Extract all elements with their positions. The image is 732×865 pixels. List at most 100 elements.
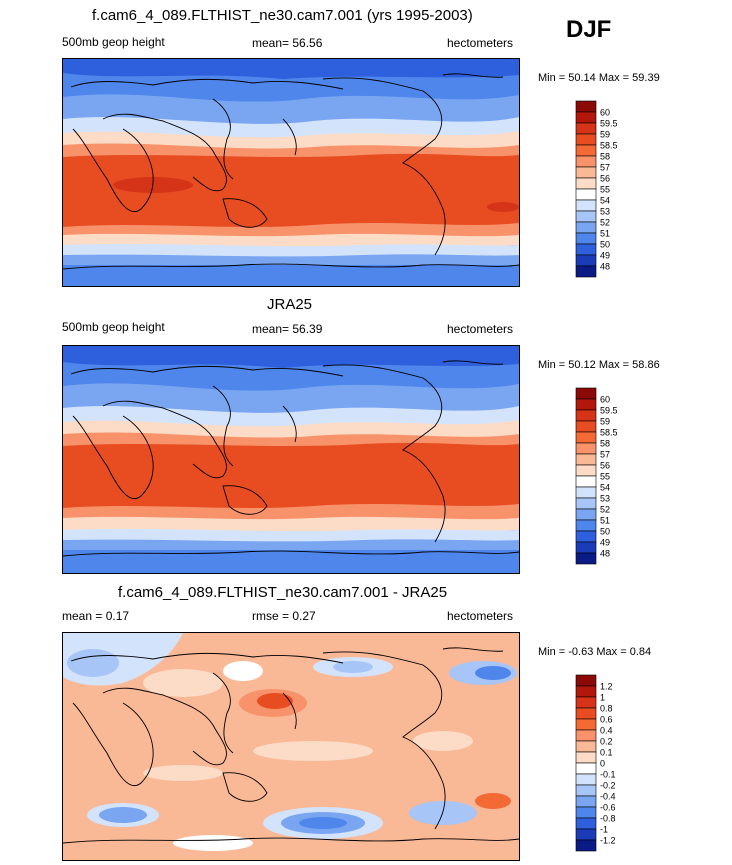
colorbar-swatch [575,188,597,201]
colorbar-tick-label: 58 [600,152,610,162]
colorbar-swatch [575,254,597,267]
colorbar-swatch [575,199,597,212]
colorbar-tick-label: 59 [600,417,610,427]
colorbar-swatch [575,817,597,830]
panel-1-variable-label: 500mb geop height [62,35,165,49]
panel-2-units-label: hectometers [447,322,514,336]
colorbar-tick-label: 51 [600,516,610,526]
colorbar-tick-label: 57 [600,163,610,173]
colorbar-swatch [575,232,597,245]
colorbar-swatch [575,696,597,709]
colorbar-swatch [575,475,597,488]
colorbar-swatch [575,497,597,510]
colorbar-tick-label: 52 [600,218,610,228]
colorbar-tick-label: -0.6 [600,803,616,813]
colorbar-tick-label: 54 [600,483,610,493]
colorbar-swatch [575,839,597,852]
colorbar-tick-label: 0.1 [600,748,613,758]
colorbar-tick-label: 59.5 [600,119,618,129]
colorbar-tick-label: 59.5 [600,406,618,416]
colorbar-swatch [575,409,597,422]
panel-2-colorbar: 60 59.5 59 58.5 58 57 56 55 54 53 52 51 50 49 48 [575,387,618,569]
colorbar-swatch [575,762,597,775]
colorbar-tick-label: 0.8 [600,704,613,714]
colorbar-tick-label: 60 [600,395,610,405]
colorbar-tick-label: 55 [600,185,610,195]
colorbar-swatch [575,519,597,532]
colorbar-tick-label: 58.5 [600,141,618,151]
panel-2-map [62,345,520,574]
colorbar-tick-label: 50 [600,527,610,537]
colorbar-swatch [575,718,597,731]
panel-2-mean-label: mean= 56.39 [252,322,323,336]
colorbar-tick-label: 58.5 [600,428,618,438]
panel-2-title: JRA25 [267,296,313,313]
colorbar-tick-label: 0.6 [600,715,613,725]
colorbar-tick-label: 53 [600,207,610,217]
colorbar-swatch [575,784,597,797]
colorbar-swatch [575,398,597,411]
colorbar-tick-label: 53 [600,494,610,504]
colorbar-swatch [575,674,597,687]
colorbar-tick-label: 59 [600,130,610,140]
colorbar-tick-label: -1 [600,825,608,835]
colorbar-tick-label: 0 [600,759,605,769]
colorbar-swatch [575,387,597,400]
colorbar-tick-label: -0.4 [600,792,616,802]
colorbar-tick-label: -0.8 [600,814,616,824]
colorbar-tick-label: 56 [600,461,610,471]
colorbar-swatch [575,210,597,223]
colorbar-swatch [575,795,597,808]
panel-3-map [62,632,520,861]
colorbar-tick-label: 1 [600,693,605,703]
colorbar-swatch [575,828,597,841]
colorbar-tick-label: 50 [600,240,610,250]
season-label: DJF [566,16,612,43]
colorbar-swatch [575,453,597,466]
panel-1-colorbar: 60 59.5 59 58.5 58 57 56 55 54 53 52 51 50 49 48 [575,100,618,282]
colorbar-tick-label: 49 [600,538,610,548]
colorbar-swatch [575,100,597,113]
colorbar-tick-label: -0.1 [600,770,616,780]
panel-1-title: f.cam6_4_089.FLTHIST_ne30.cam7.001 (yrs … [92,7,473,24]
colorbar-swatch [575,431,597,444]
colorbar-tick-label: 51 [600,229,610,239]
colorbar-swatch [575,773,597,786]
colorbar-tick-label: 1.2 [600,682,613,692]
panel-3-mean-label: mean = 0.17 [62,609,130,623]
panel-2-variable-label: 500mb geop height [62,320,165,334]
colorbar-swatch [575,729,597,742]
colorbar-swatch [575,508,597,521]
colorbar-swatch [575,740,597,753]
colorbar-tick-label: 54 [600,196,610,206]
colorbar-tick-label: -1.2 [600,836,616,846]
colorbar-tick-label: 0.4 [600,726,613,736]
colorbar-tick-label: 60 [600,108,610,118]
colorbar-swatch [575,552,597,565]
colorbar-swatch [575,133,597,146]
colorbar-tick-label: 52 [600,505,610,515]
colorbar-swatch [575,707,597,720]
colorbar-swatch [575,265,597,278]
colorbar-swatch [575,442,597,455]
colorbar-swatch [575,464,597,477]
colorbar-tick-label: 57 [600,450,610,460]
panel-2-min-max: Min = 50.12 Max = 58.86 [538,359,660,371]
panel-3-colorbar: 1.2 1 0.8 0.6 0.4 0.2 0.1 0 -0.1 -0.2 -0.4 -0.6 -0.8… [575,674,616,856]
colorbar-tick-label: -0.2 [600,781,616,791]
panel-3-title: f.cam6_4_089.FLTHIST_ne30.cam7.001 - JRA… [118,584,448,601]
panel-3-min-max: Min = -0.63 Max = 0.84 [538,646,652,658]
colorbar-swatch [575,166,597,179]
colorbar-tick-label: 0.2 [600,737,613,747]
colorbar-swatch [575,122,597,135]
colorbar-swatch [575,177,597,190]
colorbar-tick-label: 49 [600,251,610,261]
colorbar-swatch [575,530,597,543]
colorbar-swatch [575,751,597,764]
panel-3-units-label: hectometers [447,609,514,623]
panel-1-units-label: hectometers [447,36,514,50]
colorbar-swatch [575,486,597,499]
colorbar-swatch [575,111,597,124]
colorbar-swatch [575,221,597,234]
colorbar-swatch [575,806,597,819]
